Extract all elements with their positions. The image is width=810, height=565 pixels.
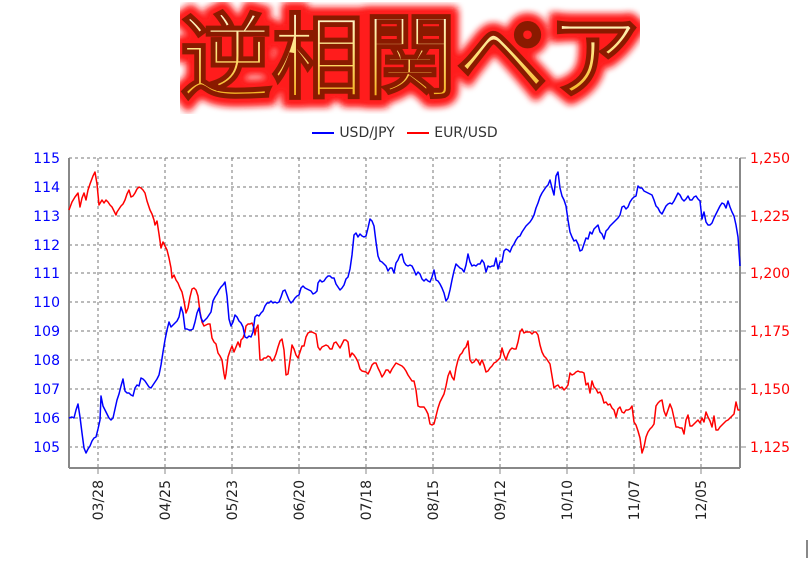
v-gridlines xyxy=(97,158,702,468)
right-tick-label: 1,125 xyxy=(750,440,790,456)
eurusd-line xyxy=(68,171,740,454)
right-tick-label: 1,225 xyxy=(750,209,790,225)
legend-label-eurusd: EUR/USD xyxy=(434,125,498,141)
chart-legend: USD/JPY EUR/USD xyxy=(0,122,810,141)
x-tick-label: 09/12 xyxy=(493,480,509,520)
left-tick-label: 106 xyxy=(33,411,60,427)
h-gridlines xyxy=(69,157,740,448)
left-tick-label: 113 xyxy=(33,209,60,225)
left-tick-label: 112 xyxy=(33,238,60,254)
x-axis-labels: 03/28 04/25 05/23 06/20 07/18 08/15 09/1… xyxy=(91,480,710,520)
legend-swatch-eurusd xyxy=(407,132,430,134)
x-tick-label: 06/20 xyxy=(292,480,308,520)
right-tick-label: 1,150 xyxy=(750,382,790,398)
left-tick-label: 115 xyxy=(33,151,60,167)
left-axis-labels: 115 114 113 112 111 110 109 108 107 106 … xyxy=(33,151,60,456)
x-tick-label: 12/05 xyxy=(694,480,710,520)
title-text: 逆相関ペア xyxy=(180,5,640,112)
x-tick-label: 10/10 xyxy=(560,480,576,520)
legend-swatch-usdjpy xyxy=(312,132,335,134)
left-tick-label: 108 xyxy=(33,353,60,369)
left-tick-label: 114 xyxy=(33,180,60,196)
left-tick-label: 109 xyxy=(33,324,60,340)
legend-label-usdjpy: USD/JPY xyxy=(339,125,395,141)
left-tick-label: 110 xyxy=(33,295,60,311)
plot-frame xyxy=(68,158,741,469)
right-tick-label: 1,175 xyxy=(750,324,790,340)
left-tick-label: 107 xyxy=(33,382,60,398)
x-tick-label: 03/28 xyxy=(91,480,107,520)
x-tick-label: 08/15 xyxy=(426,480,442,520)
right-tick-label: 1,250 xyxy=(750,151,790,167)
x-tick-label: 05/23 xyxy=(225,480,241,520)
left-tick-label: 105 xyxy=(33,440,60,456)
title-glow: 逆相関ペア xyxy=(180,5,640,112)
usdjpy-line xyxy=(68,171,741,454)
scroll-edge-indicator xyxy=(806,540,808,558)
right-axis-labels: 1,250 1,225 1,200 1,175 1,150 1,125 xyxy=(750,151,790,456)
right-tick-label: 1,200 xyxy=(750,266,790,282)
legend-item-usdjpy: USD/JPY xyxy=(312,125,395,141)
x-tick-label: 07/18 xyxy=(359,480,375,520)
x-tick-label: 04/25 xyxy=(158,480,174,520)
left-tick-label: 111 xyxy=(33,266,60,282)
legend-item-eurusd: EUR/USD xyxy=(407,125,498,141)
title-graphic: 逆相関ペア 逆相関ペア xyxy=(173,0,647,119)
x-tick-label: 11/07 xyxy=(627,480,643,520)
tick-marks xyxy=(97,157,746,474)
page-title: 逆相関ペア 逆相関ペア xyxy=(173,0,647,119)
